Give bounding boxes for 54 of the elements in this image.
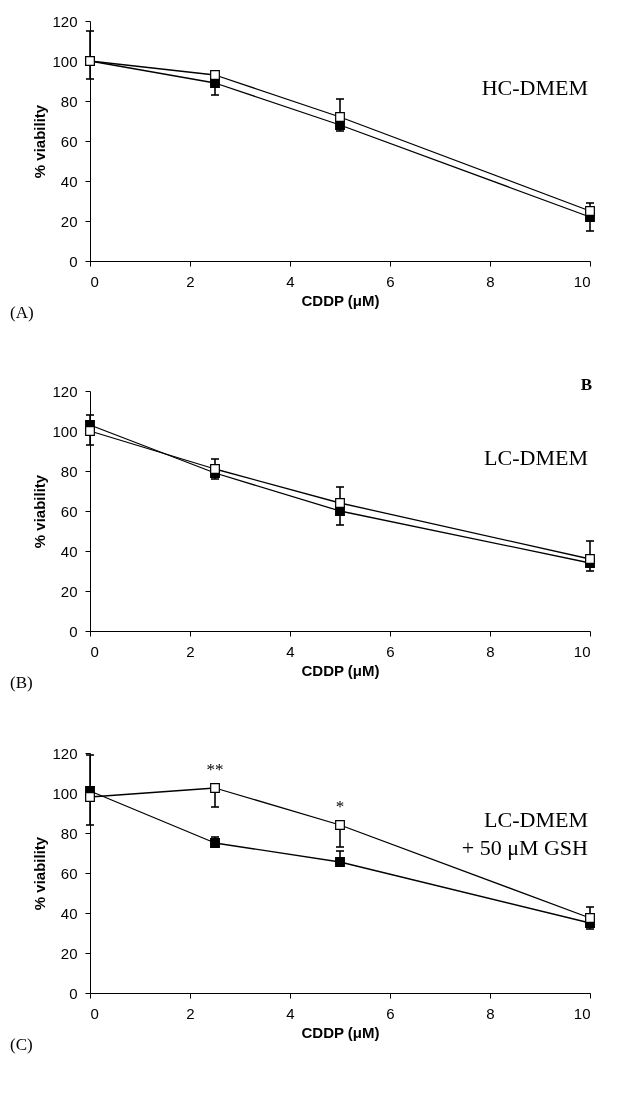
y-tick-label: 60 xyxy=(60,864,78,882)
text: (A) xyxy=(10,303,34,322)
y-axis-title: % viability xyxy=(31,836,49,911)
annotation: ** xyxy=(206,760,224,779)
annotation: HC-DMEM xyxy=(481,75,588,101)
x-tick-label: 4 xyxy=(286,272,295,290)
y-tick-label: 80 xyxy=(60,824,78,842)
y-tick-label: 0 xyxy=(69,252,78,270)
y-axis-title: % viability xyxy=(31,104,49,179)
y-tick-label: 60 xyxy=(60,132,78,150)
y-tick-label: 120 xyxy=(52,382,78,400)
text: (B) xyxy=(10,673,33,692)
y-tick-label: 80 xyxy=(60,92,78,110)
y-tick-label: 120 xyxy=(52,744,78,762)
y-tick-label: 40 xyxy=(60,172,78,190)
y-axis-title: % viability xyxy=(31,474,49,549)
y-tick-label: 20 xyxy=(60,212,78,230)
x-tick-label: 0 xyxy=(90,642,99,660)
y-tick-label: 40 xyxy=(60,542,78,560)
y-tick-label: 80 xyxy=(60,462,78,480)
x-tick-label: 4 xyxy=(286,642,295,660)
y-tick-label: 0 xyxy=(69,622,78,640)
x-tick-label: 4 xyxy=(286,1004,295,1022)
y-tick-label: 100 xyxy=(52,52,78,70)
x-axis-title: CDDP (μM) xyxy=(301,291,380,309)
x-tick-label: 2 xyxy=(186,642,195,660)
x-axis-title: CDDP (μM) xyxy=(301,661,380,679)
y-tick-label: 100 xyxy=(52,784,78,802)
x-tick-label: 10 xyxy=(573,272,591,290)
x-tick-label: 2 xyxy=(186,1004,195,1022)
y-tick-label: 100 xyxy=(52,422,78,440)
x-tick-label: 10 xyxy=(573,642,591,660)
annotation: LC-DMEM + 50 μM GSH xyxy=(461,807,589,861)
x-tick-label: 0 xyxy=(90,1004,99,1022)
x-tick-label: 6 xyxy=(386,272,395,290)
annotation: LC-DMEM xyxy=(484,445,588,471)
x-tick-label: 8 xyxy=(486,272,495,290)
x-tick-label: 10 xyxy=(573,1004,591,1022)
annotation: B xyxy=(580,375,592,394)
y-tick-label: 120 xyxy=(52,12,78,30)
x-tick-label: 8 xyxy=(486,1004,495,1022)
y-tick-label: 0 xyxy=(69,984,78,1002)
text: (C) xyxy=(10,1035,33,1054)
y-tick-label: 20 xyxy=(60,944,78,962)
x-tick-label: 2 xyxy=(186,272,195,290)
y-tick-label: 40 xyxy=(60,904,78,922)
y-tick-label: 20 xyxy=(60,582,78,600)
y-tick-label: 60 xyxy=(60,502,78,520)
x-tick-label: 0 xyxy=(90,272,99,290)
annotation: * xyxy=(335,797,345,816)
x-axis-title: CDDP (μM) xyxy=(301,1023,380,1041)
x-tick-label: 6 xyxy=(386,642,395,660)
x-tick-label: 6 xyxy=(386,1004,395,1022)
x-tick-label: 8 xyxy=(486,642,495,660)
